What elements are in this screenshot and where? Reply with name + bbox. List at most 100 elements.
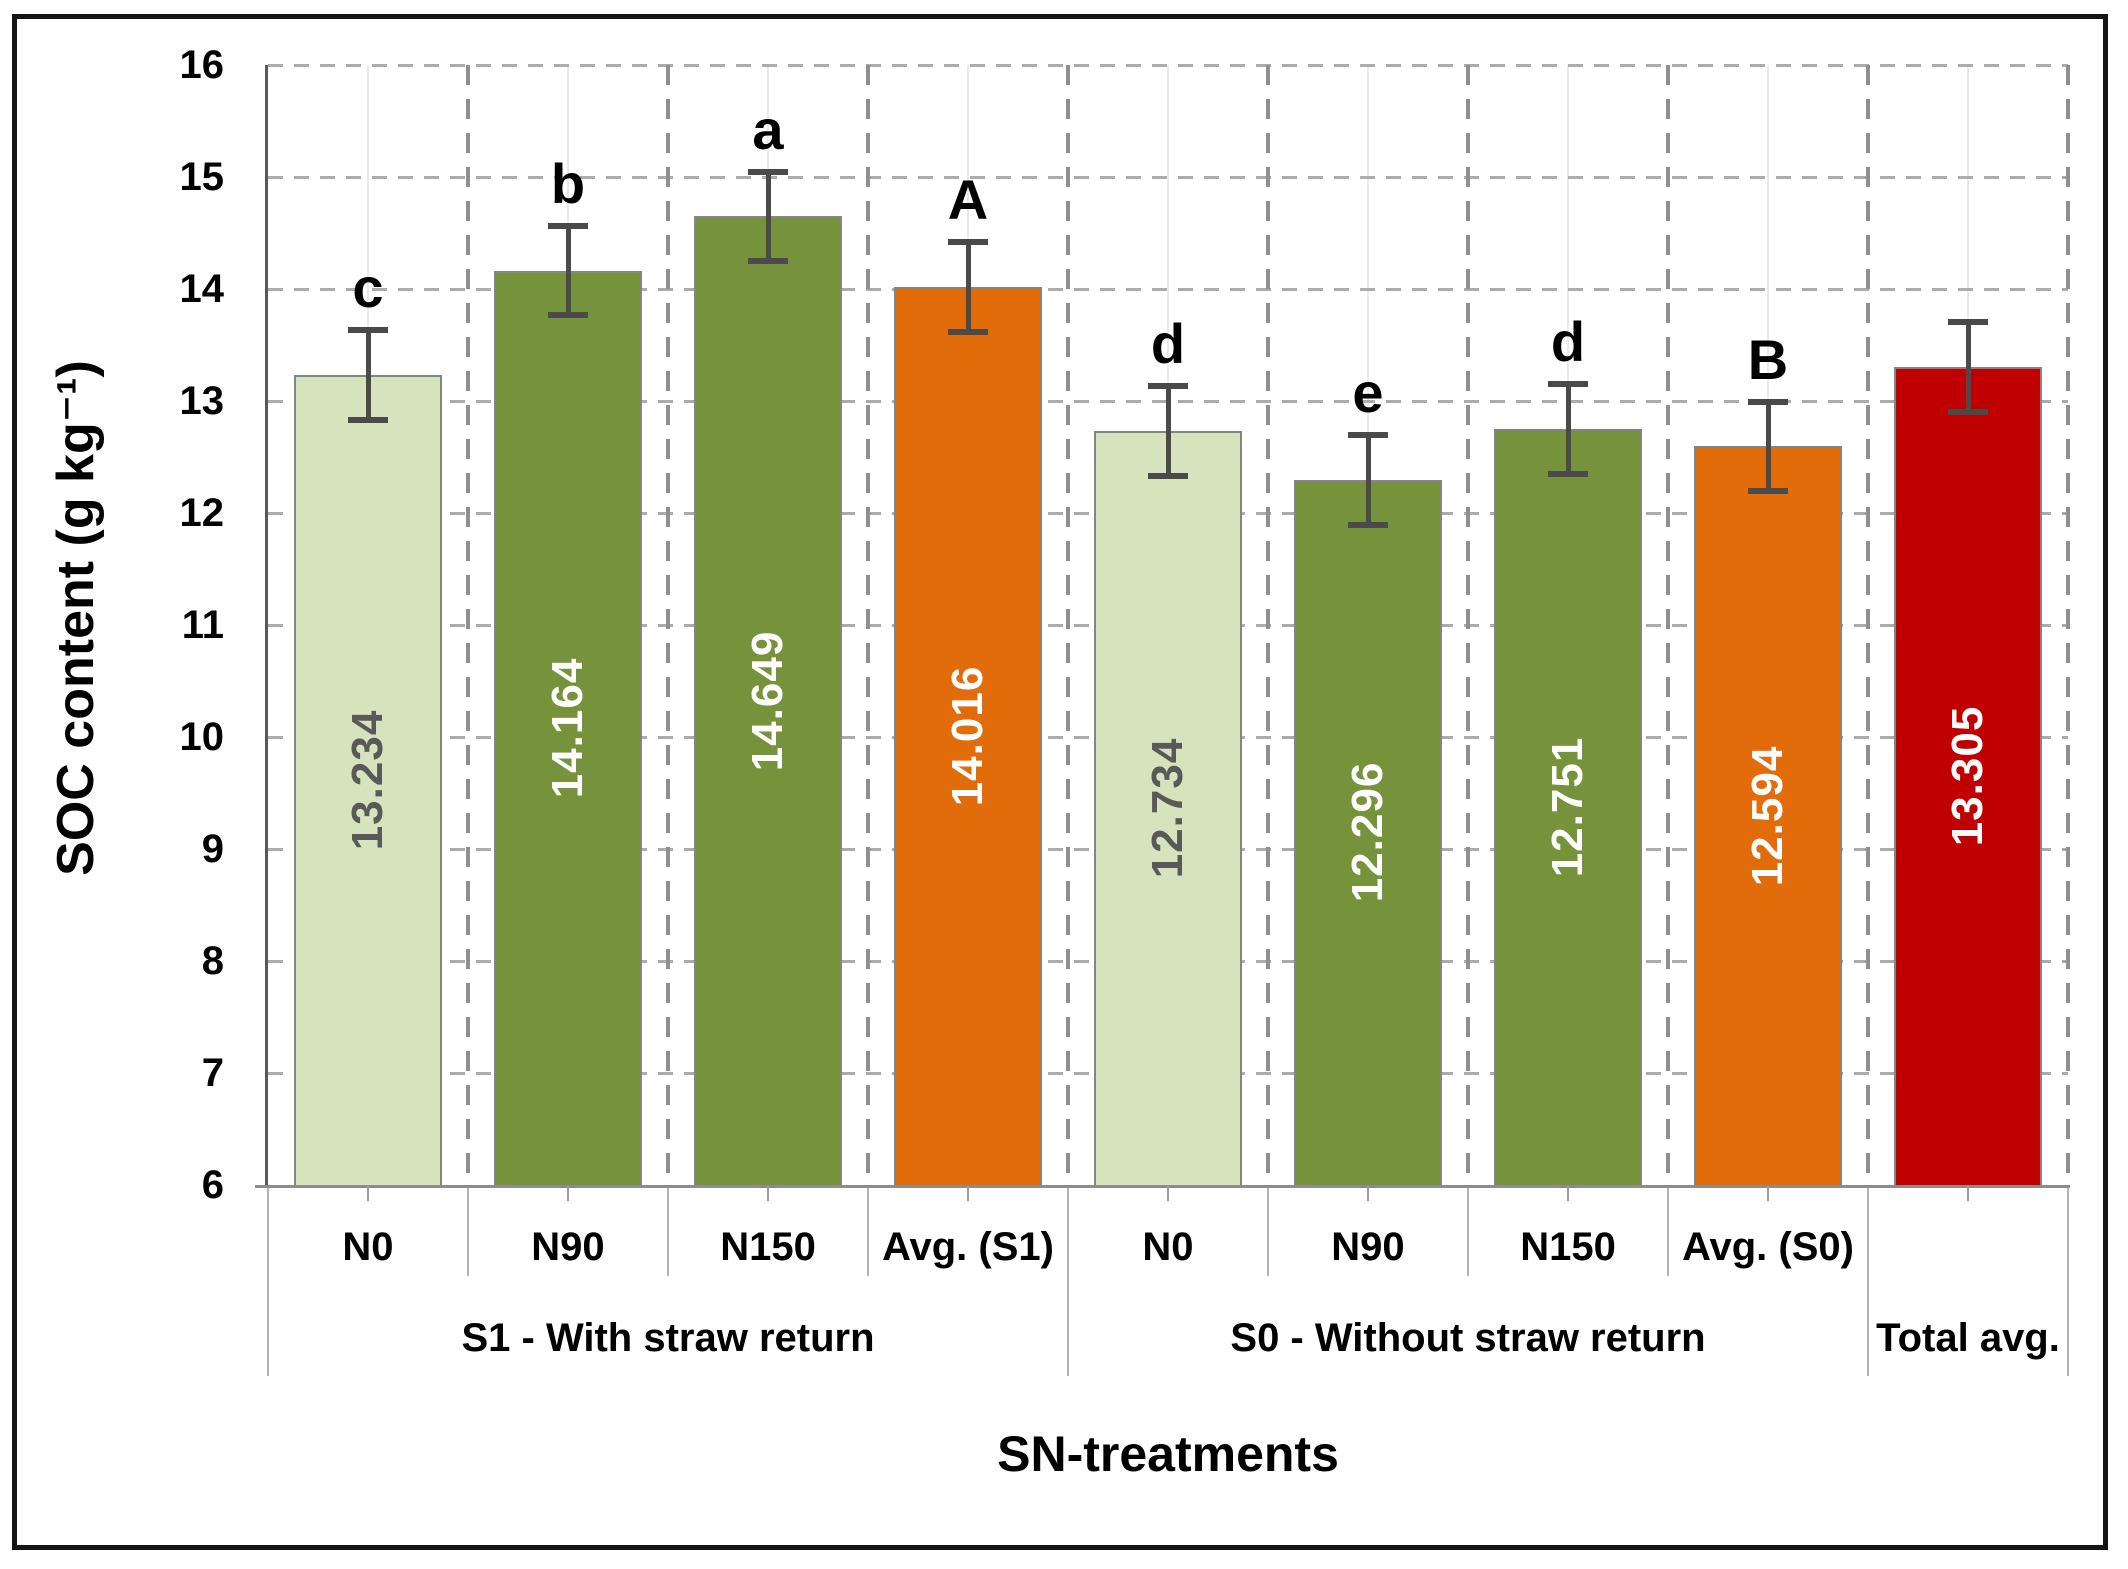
group-separator — [1067, 1188, 1069, 1376]
group-separator — [2067, 1188, 2069, 1376]
category-label: N0 — [342, 1225, 394, 1269]
y-tick-label-15: 15 — [179, 155, 225, 199]
category-separator — [667, 1188, 669, 1276]
bar-N150 — [694, 216, 842, 1185]
error-bar-cap-bottom — [548, 312, 588, 319]
h-gridline-16 — [268, 64, 2068, 67]
bar-value-label: 12.751 — [1543, 736, 1592, 878]
significance-letter: a — [752, 97, 784, 161]
h-gridline-14 — [268, 288, 2068, 291]
error-bar-cap-top — [1348, 432, 1388, 439]
y-tick-label-11: 11 — [181, 603, 224, 647]
v-gridline — [1266, 65, 1270, 1185]
category-label: N0 — [1142, 1225, 1194, 1269]
error-bar-stem — [1165, 385, 1171, 476]
group-label: Total avg. — [1876, 1316, 2060, 1360]
y-axis-line — [265, 65, 268, 1185]
bar-value-label: 13.234 — [343, 709, 392, 851]
category-separator — [1667, 1188, 1669, 1276]
category-separator — [467, 1188, 469, 1276]
v-gridline — [1666, 65, 1670, 1185]
significance-letter: d — [1150, 312, 1186, 375]
error-bar-cap-bottom — [348, 416, 388, 423]
category-label: Avg. (S0) — [1682, 1225, 1854, 1269]
x-axis-baseline — [255, 1185, 2070, 1188]
bar-N0 — [1094, 430, 1242, 1185]
bar-Avg. (S1) — [894, 287, 1042, 1185]
significance-letter: A — [947, 168, 989, 232]
bar-value-label: 12.734 — [1143, 737, 1192, 879]
category-center-tick — [367, 1185, 369, 1201]
bar-value-label: 14.016 — [943, 665, 992, 807]
error-bar-stem — [365, 329, 371, 420]
category-center-tick — [1367, 1185, 1369, 1201]
error-bar-cap-top — [1748, 398, 1788, 405]
bar-Avg. (S0) — [1694, 446, 1842, 1185]
error-bar-stem — [765, 171, 771, 262]
bar-value-label: 14.649 — [743, 630, 792, 771]
error-bar-stem — [1965, 322, 1971, 412]
category-center-tick — [967, 1185, 969, 1201]
error-bar-cap-top — [348, 326, 388, 333]
v-gridline — [1066, 65, 1070, 1185]
bar-N90 — [1294, 479, 1442, 1185]
error-bar-cap-bottom — [748, 258, 788, 265]
x-axis-title: SN-treatments — [997, 1426, 1339, 1482]
error-bar-cap-top — [1548, 381, 1588, 388]
category-separator — [867, 1188, 869, 1276]
significance-letter: c — [352, 256, 384, 319]
category-center-tick — [567, 1185, 569, 1201]
y-tick-label-8: 8 — [201, 939, 224, 983]
bar-value-label: 13.305 — [1943, 705, 1992, 847]
error-bar-cap-top — [1148, 382, 1188, 389]
error-bar-cap-top — [548, 222, 588, 229]
v-gridline — [2066, 65, 2070, 1185]
error-bar-stem — [965, 242, 971, 332]
plot-area: 13.234 c 14.164 b 14.649 a 14.016 A 12.734 d 12.29… — [268, 64, 2070, 1185]
v-gridline — [666, 65, 670, 1185]
v-gridline — [1866, 65, 1870, 1185]
v-gridline — [1466, 65, 1470, 1185]
y-tick-label-7: 7 — [201, 1051, 224, 1095]
group-label: S0 - Without straw return — [1230, 1316, 1706, 1360]
category-center-tick — [767, 1185, 769, 1201]
category-label: N150 — [1520, 1225, 1616, 1269]
y-tick-label-9: 9 — [201, 827, 224, 871]
bar-value-label: 14.164 — [543, 657, 592, 799]
error-bar-cap-bottom — [1348, 521, 1388, 528]
category-separator — [1267, 1188, 1269, 1276]
y-tick-label-14: 14 — [179, 267, 225, 311]
error-bar-stem — [1365, 435, 1371, 525]
error-bar-cap-top — [748, 168, 788, 175]
h-gridline-15 — [268, 176, 2068, 179]
error-bar-cap-top — [1948, 319, 1988, 326]
category-center-tick — [1567, 1185, 1569, 1201]
error-bar-cap-bottom — [1748, 488, 1788, 495]
error-bar-cap-bottom — [1148, 472, 1188, 479]
error-bar-cap-top — [948, 239, 988, 246]
category-center-tick — [1167, 1185, 1169, 1201]
y-tick-label-16: 16 — [179, 43, 225, 87]
significance-letter: b — [550, 151, 586, 215]
group-label: S1 - With straw return — [461, 1316, 875, 1360]
error-bar-stem — [1565, 384, 1571, 474]
bar-N0 — [294, 374, 442, 1185]
category-center-tick — [1967, 1185, 1969, 1201]
v-gridline — [866, 65, 870, 1185]
bar-N90 — [494, 270, 642, 1185]
error-bar-cap-bottom — [1948, 408, 1988, 415]
category-label: N90 — [1331, 1225, 1405, 1269]
category-label: Avg. (S1) — [882, 1225, 1054, 1269]
significance-letter: d — [1550, 310, 1586, 374]
y-tick-label-12: 12 — [179, 491, 225, 535]
significance-letter: e — [1352, 361, 1384, 425]
y-tick-label-13: 13 — [179, 379, 225, 423]
error-bar-cap-bottom — [948, 329, 988, 335]
category-label: N90 — [531, 1225, 605, 1269]
category-center-tick — [1767, 1185, 1769, 1201]
error-bar-stem — [565, 225, 571, 316]
y-tick-label-6: 6 — [201, 1163, 224, 1207]
category-label: N150 — [720, 1225, 816, 1269]
v-gridline — [466, 65, 470, 1185]
